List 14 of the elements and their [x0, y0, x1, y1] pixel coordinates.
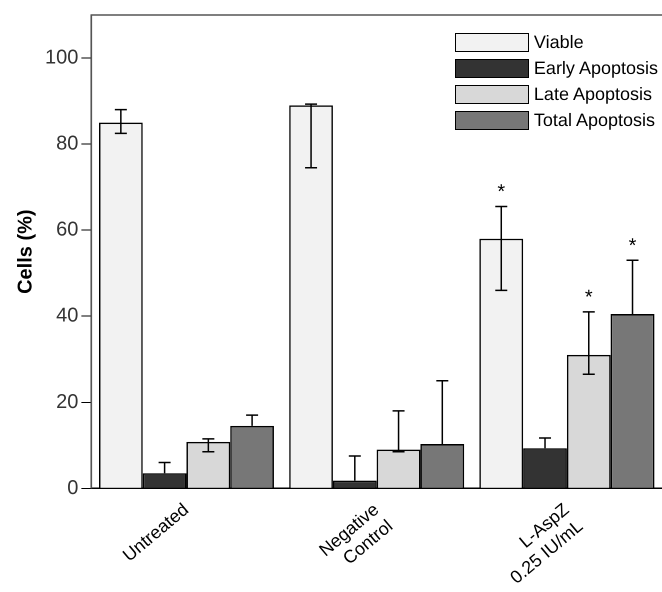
y-tick-label: 60 [56, 218, 78, 241]
y-tick-label: 20 [56, 390, 78, 413]
legend-label: Late Apoptosis [534, 84, 652, 104]
annotation: * [628, 234, 637, 257]
y-tick-label: 0 [67, 476, 78, 499]
y-tick-label: 80 [56, 132, 78, 155]
legend-label: Early Apoptosis [534, 58, 658, 78]
y-axis-title: Cells (%) [14, 209, 37, 294]
y-tick-label: 40 [56, 304, 78, 327]
y-tick-label: 100 [44, 46, 78, 69]
annotation: * [497, 180, 506, 203]
legend-label: Viable [534, 32, 584, 52]
legend-label: Total Apoptosis [534, 110, 655, 130]
annotation: * [584, 286, 593, 308]
